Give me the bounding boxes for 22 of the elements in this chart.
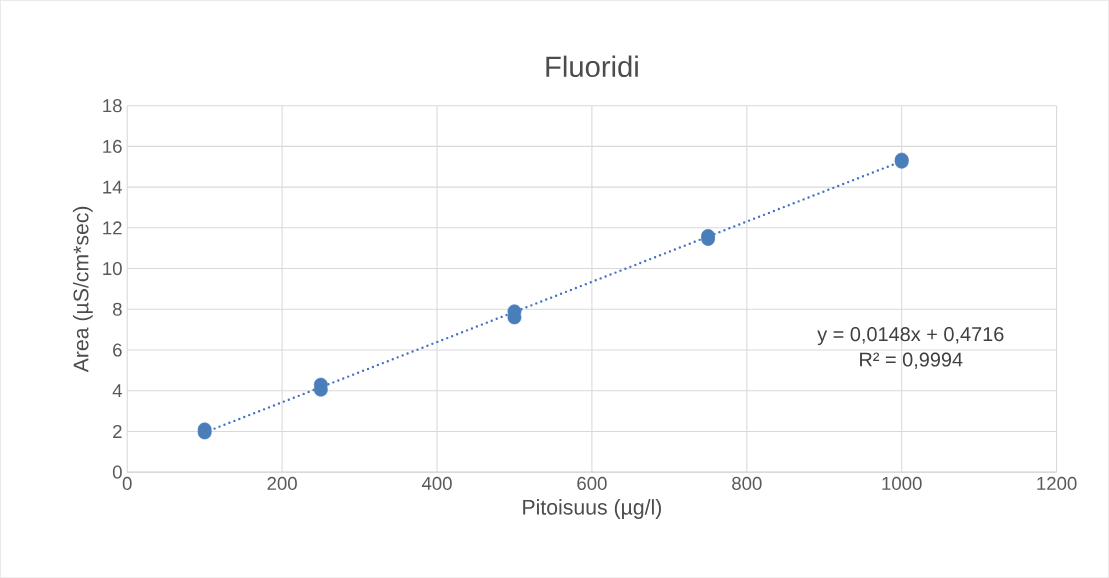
y-tick-label: 12 bbox=[103, 221, 122, 235]
y-tick-label: 18 bbox=[103, 98, 122, 113]
y-axis-title: Area (µS/cm*sec) bbox=[72, 206, 93, 373]
x-tick-label: 800 bbox=[732, 476, 762, 490]
x-tick-label: 200 bbox=[267, 476, 297, 490]
y-tick-label: 8 bbox=[113, 302, 122, 316]
y-tick-label: 10 bbox=[103, 261, 122, 276]
y-tick-label: 2 bbox=[113, 424, 122, 438]
y-tick-label: 14 bbox=[103, 180, 122, 194]
x-tick-label: 600 bbox=[577, 476, 607, 490]
chart-title: Fluoridi bbox=[546, 55, 638, 77]
x-tick-label: 400 bbox=[421, 476, 452, 490]
y-tick-label: 6 bbox=[113, 343, 122, 357]
annotation: R² = 0,9994 bbox=[860, 352, 963, 369]
x-tick-label: 1200 bbox=[1037, 476, 1077, 490]
x-tick-label: 1000 bbox=[882, 476, 922, 490]
x-axis-title: Pitoisuus (µg/l) bbox=[523, 499, 662, 519]
x-tick-label: 0 bbox=[122, 476, 132, 490]
y-tick-label: 4 bbox=[112, 384, 122, 397]
annotation: y = 0,0148x + 0,4716 bbox=[817, 327, 1004, 346]
y-tick-label: 16 bbox=[103, 139, 122, 153]
y-tick-label: 0 bbox=[112, 465, 122, 479]
